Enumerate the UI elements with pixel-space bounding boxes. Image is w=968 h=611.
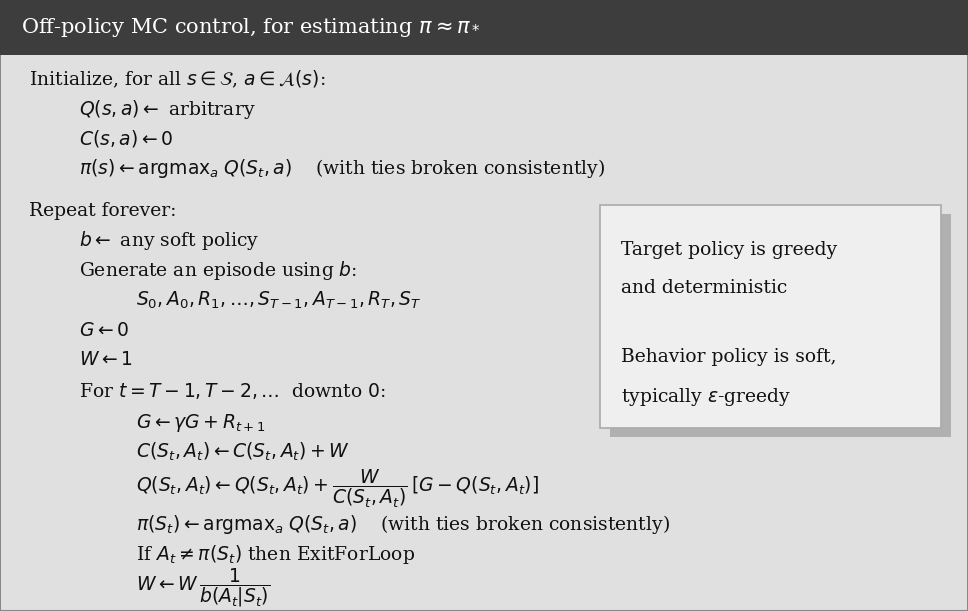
- Text: $C(s,a) \leftarrow 0$: $C(s,a) \leftarrow 0$: [79, 128, 173, 149]
- Text: Target policy is greedy: Target policy is greedy: [621, 241, 837, 259]
- Text: Generate an episode using $b$:: Generate an episode using $b$:: [79, 258, 357, 282]
- Text: Behavior policy is soft,: Behavior policy is soft,: [621, 348, 837, 366]
- Text: $Q(S_t, A_t) \leftarrow Q(S_t, A_t) + \dfrac{W}{C(S_t, A_t)}\,[G - Q(S_t, A_t)]$: $Q(S_t, A_t) \leftarrow Q(S_t, A_t) + \d…: [136, 467, 538, 510]
- Text: $b \leftarrow$ any soft policy: $b \leftarrow$ any soft policy: [79, 229, 259, 252]
- Text: $G \leftarrow \gamma G + R_{t+1}$: $G \leftarrow \gamma G + R_{t+1}$: [136, 412, 265, 434]
- FancyBboxPatch shape: [600, 205, 941, 428]
- Text: $W \leftarrow 1$: $W \leftarrow 1$: [79, 351, 133, 370]
- Text: $Q(s,a) \leftarrow$ arbitrary: $Q(s,a) \leftarrow$ arbitrary: [79, 98, 256, 122]
- Text: If $A_t \neq \pi(S_t)$ then ExitForLoop: If $A_t \neq \pi(S_t)$ then ExitForLoop: [136, 543, 414, 566]
- Text: $S_0, A_0, R_1, \ldots, S_{T-1}, A_{T-1}, R_T, S_T$: $S_0, A_0, R_1, \ldots, S_{T-1}, A_{T-1}…: [136, 290, 421, 311]
- FancyBboxPatch shape: [0, 0, 968, 55]
- Text: Off-policy MC control, for estimating $\pi \approx \pi_*$: Off-policy MC control, for estimating $\…: [21, 16, 481, 39]
- Text: $W \leftarrow W\,\dfrac{1}{b(A_t|S_t)}$: $W \leftarrow W\,\dfrac{1}{b(A_t|S_t)}$: [136, 566, 270, 609]
- Text: $\pi(S_t) \leftarrow \mathrm{argmax}_a\;Q(S_t, a)$    (with ties broken consiste: $\pi(S_t) \leftarrow \mathrm{argmax}_a\;…: [136, 513, 670, 536]
- Text: $\pi(s) \leftarrow \mathrm{argmax}_a\;Q(S_t, a)$    (with ties broken consistent: $\pi(s) \leftarrow \mathrm{argmax}_a\;Q(…: [79, 157, 606, 180]
- Text: $C(S_t, A_t) \leftarrow C(S_t, A_t) + W$: $C(S_t, A_t) \leftarrow C(S_t, A_t) + W$: [136, 441, 349, 463]
- Text: and deterministic: and deterministic: [621, 279, 788, 297]
- FancyBboxPatch shape: [610, 214, 951, 437]
- Text: For $t = T-1, T-2, \ldots$  downto $0$:: For $t = T-1, T-2, \ldots$ downto $0$:: [79, 381, 386, 401]
- Text: Repeat forever:: Repeat forever:: [29, 202, 176, 220]
- Text: $G \leftarrow 0$: $G \leftarrow 0$: [79, 322, 130, 340]
- Text: Initialize, for all $s \in \mathcal{S}$, $a \in \mathcal{A}(s)$:: Initialize, for all $s \in \mathcal{S}$,…: [29, 69, 325, 90]
- Text: typically $\varepsilon$-greedy: typically $\varepsilon$-greedy: [621, 386, 792, 408]
